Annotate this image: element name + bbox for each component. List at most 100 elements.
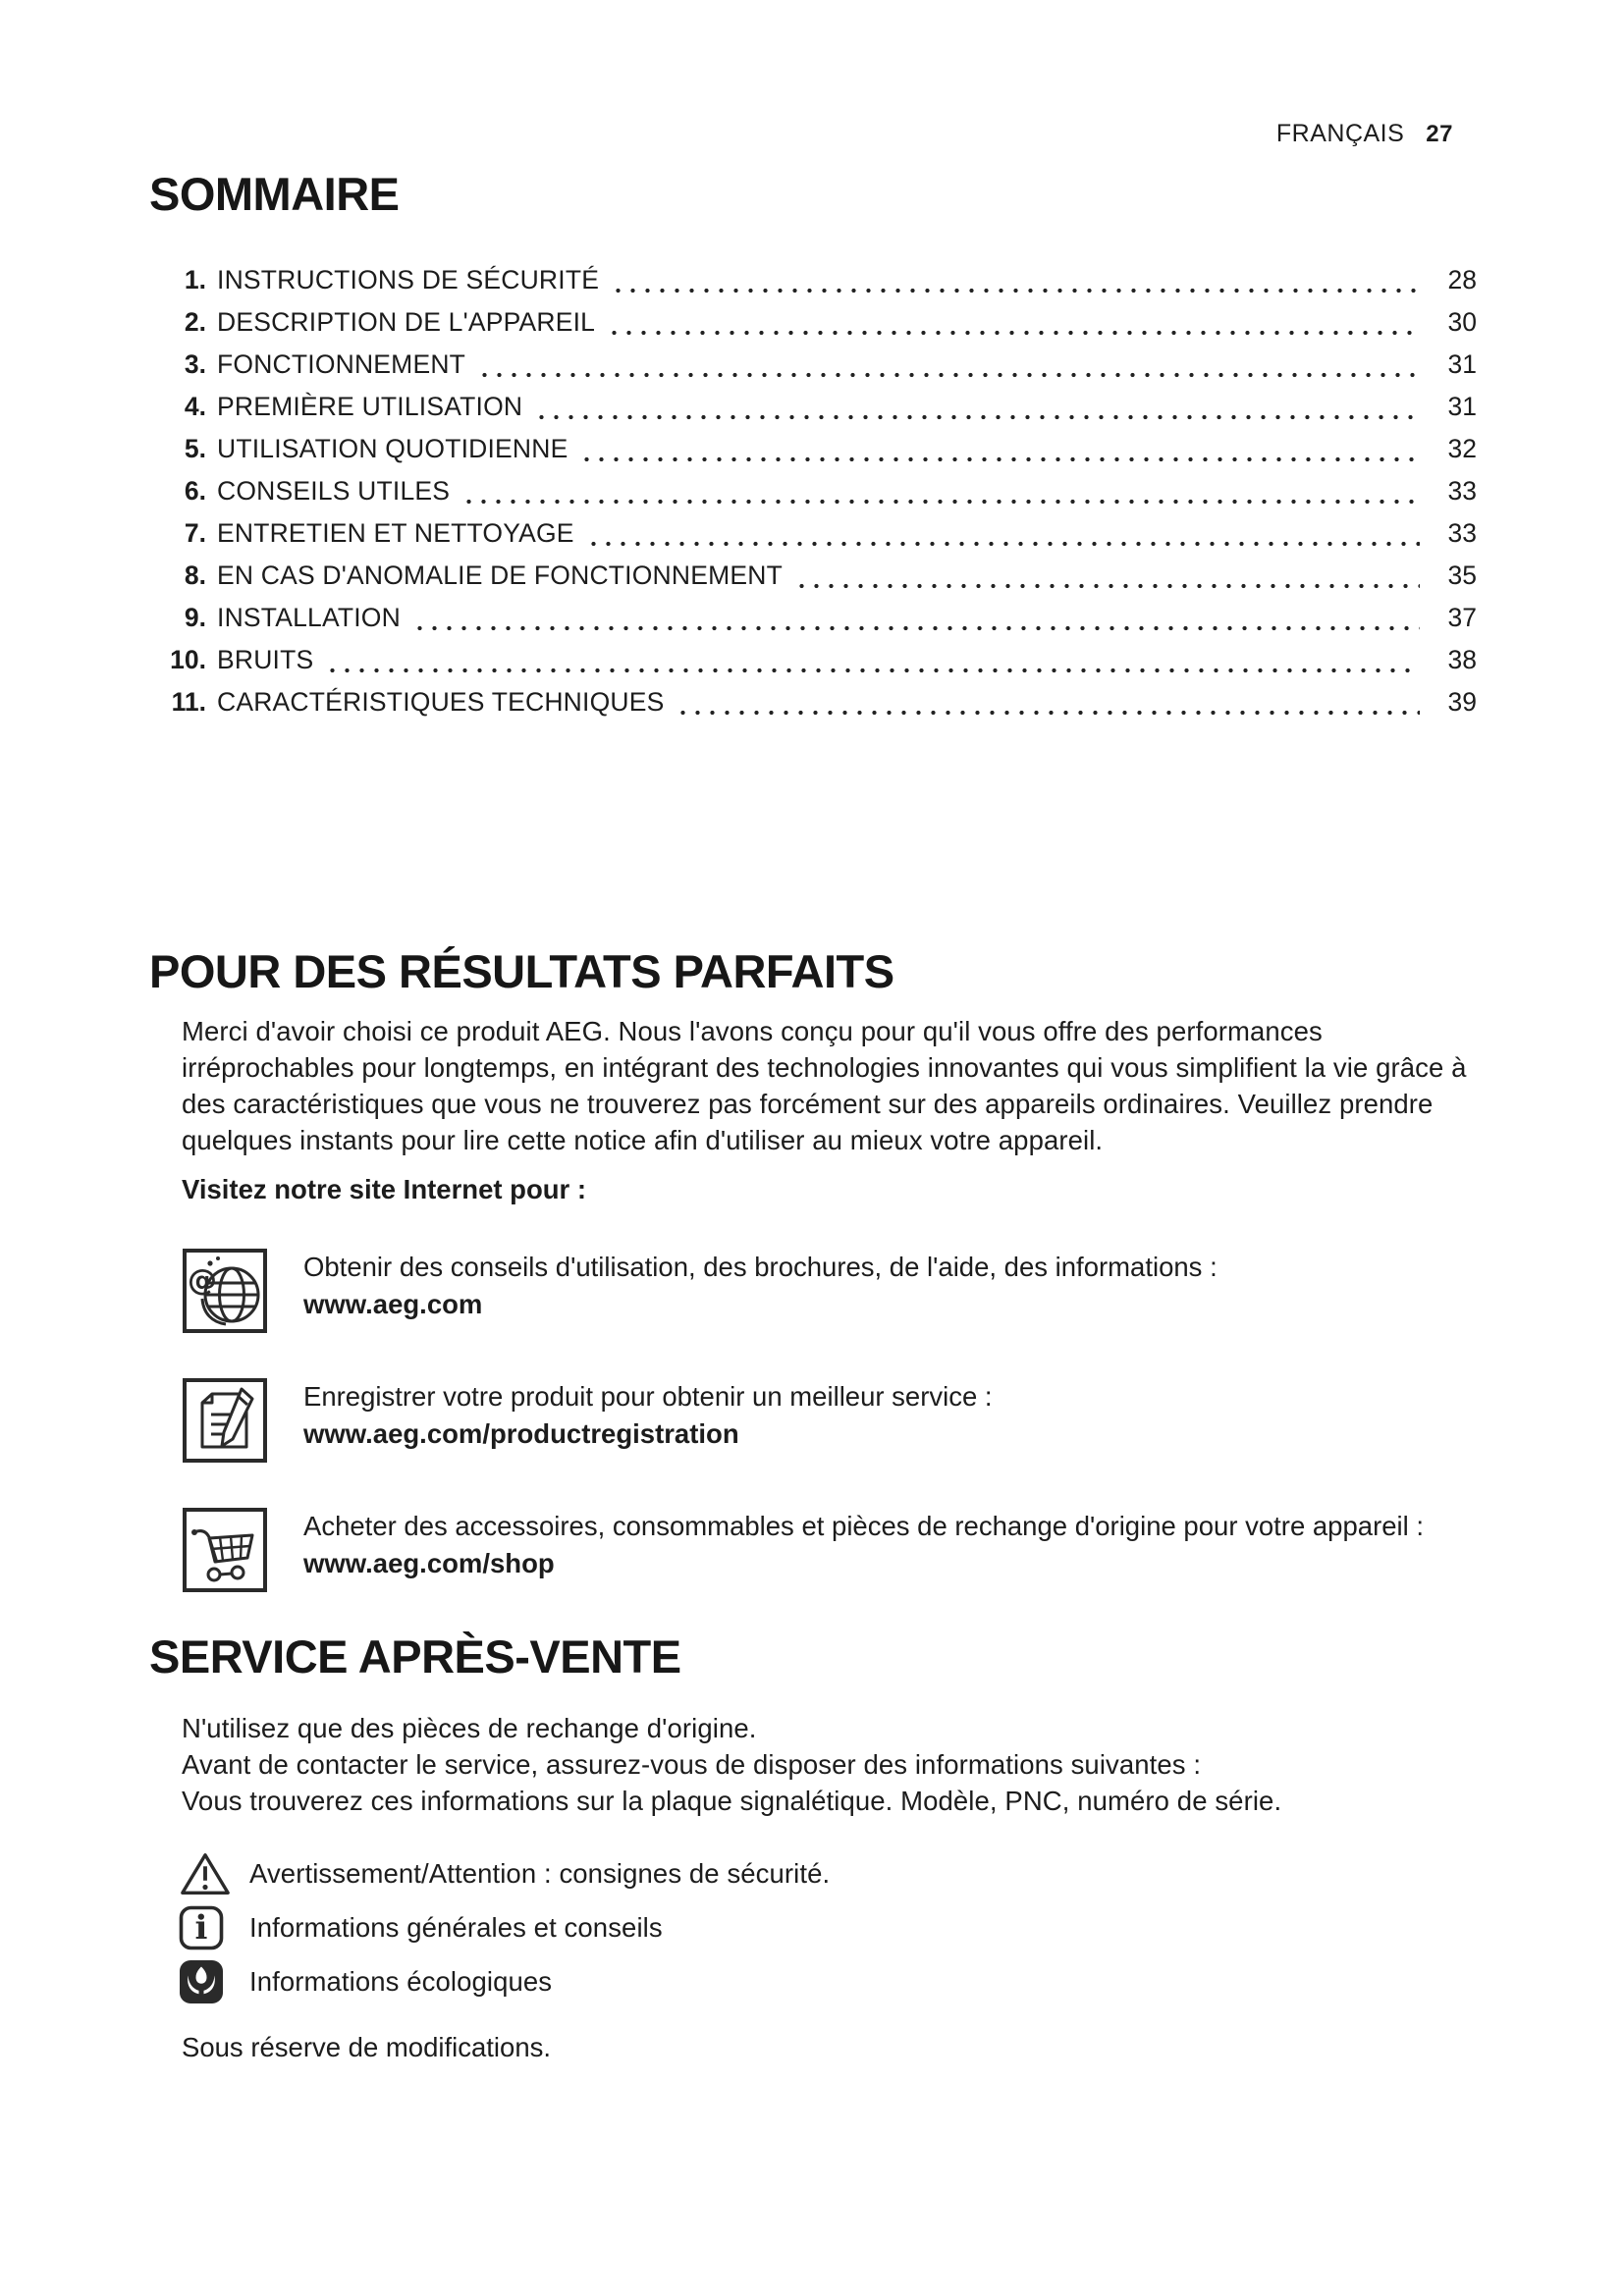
toc-title: SOMMAIRE (149, 168, 400, 220)
service-line: Vous trouverez ces informations sur la p… (182, 1786, 1282, 1816)
service-line: Avant de contacter le service, assurez-v… (182, 1749, 1202, 1780)
toc-entry-label: CARACTÉRISTIQUES TECHNIQUES (217, 687, 665, 717)
legend-note-label: Informations générales et conseils (249, 1911, 663, 1943)
dot-leader (611, 286, 1420, 294)
dot-leader (579, 454, 1420, 463)
toc-entry-number: 10. (170, 645, 206, 674)
dot-leader (325, 666, 1420, 674)
website-link-texts: Acheter des accessoires, consommables et… (303, 1507, 1424, 1593)
toc-entry-number: 5. (184, 434, 206, 463)
toc-entry-page: 31 (1447, 392, 1477, 421)
toc-entry-label: PREMIÈRE UTILISATION (217, 392, 523, 421)
legend-note-row: Avertissement/Attention : consignes de s… (179, 1846, 1485, 1900)
website-link-description: Enregistrer votre produit pour obtenir u… (303, 1381, 993, 1412)
toc-row: 2. DESCRIPTION DE L'APPAREIL 30 (149, 301, 1477, 344)
results-intro-paragraph: Merci d'avoir choisi ce produit AEG. Nou… (182, 1016, 1467, 1155)
toc-entry-page: 33 (1447, 518, 1477, 548)
toc-row: 1. INSTRUCTIONS DE SÉCURITÉ 28 (149, 259, 1477, 301)
globe-at-icon: @ (182, 1248, 268, 1334)
eco-icon (179, 1959, 249, 2004)
dot-leader (793, 581, 1420, 590)
info-icon: i (179, 1905, 249, 1950)
toc-entry-label: DESCRIPTION DE L'APPAREIL (217, 307, 596, 337)
toc-entry-number: 8. (184, 561, 206, 590)
toc-entry-label: EN CAS D'ANOMALIE DE FONCTIONNEMENT (217, 561, 783, 590)
language-label: FRANÇAIS (1275, 120, 1405, 147)
legend-note-row: i Informations générales et conseils (179, 1900, 1485, 1954)
results-title: POUR DES RÉSULTATS PARFAITS (149, 945, 894, 997)
toc-entry-number: 3. (184, 349, 206, 379)
website-link-texts: Enregistrer votre produit pour obtenir u… (303, 1377, 993, 1464)
dot-leader (411, 623, 1420, 632)
toc-entry-label: CONSEILS UTILES (217, 476, 451, 506)
shopping-cart-icon (182, 1507, 268, 1593)
toc-entry-label: ENTRETIEN ET NETTOYAGE (217, 518, 574, 548)
toc-entry-number: 9. (184, 603, 206, 632)
toc-entry-label: INSTRUCTIONS DE SÉCURITÉ (217, 265, 600, 294)
dot-leader (461, 497, 1420, 506)
toc-row: 10. BRUITS 38 (149, 639, 1477, 681)
dot-leader (585, 539, 1420, 548)
website-link-row: @ Obtenir des conseils d'utilisation, de… (182, 1248, 1485, 1334)
toc-list: 1. INSTRUCTIONS DE SÉCURITÉ 28 2. DESCRIPTI… (149, 259, 1477, 723)
toc-entry-number: 11. (171, 687, 206, 717)
website-link-url: www.aeg.com/productregistration (303, 1418, 739, 1449)
toc-section: SOMMAIRE 1. INSTRUCTIONS DE SÉCURITÉ 28 2.… (149, 167, 1477, 723)
toc-entry-page: 32 (1447, 434, 1477, 463)
website-link-row: Acheter des accessoires, consommables et… (182, 1507, 1485, 1593)
toc-row: 11. CARACTÉRISTIQUES TECHNIQUES 39 (149, 681, 1477, 723)
register-document-icon (182, 1377, 268, 1464)
toc-entry-page: 35 (1447, 561, 1477, 590)
toc-row: 9. INSTALLATION 37 (149, 597, 1477, 639)
running-header: FRANÇAIS 27 (1276, 120, 1453, 148)
toc-row: 6. CONSEILS UTILES 33 (149, 470, 1477, 512)
page-number: 27 (1426, 121, 1453, 147)
toc-row: 5. UTILISATION QUOTIDIENNE 32 (149, 428, 1477, 470)
toc-row: 8. EN CAS D'ANOMALIE DE FONCTIONNEMENT 35 (149, 555, 1477, 597)
toc-entry-label: UTILISATION QUOTIDIENNE (217, 434, 568, 463)
dot-leader (477, 370, 1420, 379)
website-link-description: Acheter des accessoires, consommables et… (303, 1511, 1425, 1541)
toc-entry-page: 30 (1447, 307, 1477, 337)
service-line: N'utilisez que des pièces de rechange d'… (182, 1713, 757, 1743)
visit-website-label: Visitez notre site Internet pour : (182, 1174, 587, 1204)
legend-notes: Avertissement/Attention : consignes de s… (179, 1846, 1485, 2008)
website-link-description: Obtenir des conseils d'utilisation, des … (303, 1252, 1218, 1282)
toc-row: 4. PREMIÈRE UTILISATION 31 (149, 386, 1477, 428)
service-lines: N'utilisez que des pièces de rechange d'… (182, 1710, 1485, 1819)
toc-entry-number: 1. (184, 265, 206, 294)
perfect-results-section: POUR DES RÉSULTATS PARFAITS Merci d'avoi… (149, 944, 1485, 1593)
toc-entry-page: 31 (1447, 349, 1477, 379)
toc-entry-page: 37 (1447, 603, 1477, 632)
website-link-url: www.aeg.com/shop (303, 1548, 555, 1578)
toc-entry-number: 2. (184, 307, 206, 337)
subject-to-change-note: Sous réserve de modifications. (182, 2032, 552, 2062)
toc-entry-label: FONCTIONNEMENT (217, 349, 466, 379)
dot-leader (607, 328, 1420, 337)
after-sales-section: SERVICE APRÈS-VENTE N'utilisez que des p… (149, 1629, 1485, 2063)
toc-entry-number: 6. (184, 476, 206, 506)
toc-row: 3. FONCTIONNEMENT 31 (149, 344, 1477, 386)
toc-entry-number: 7. (184, 518, 206, 548)
svg-text:@: @ (188, 1263, 217, 1298)
website-link-row: Enregistrer votre produit pour obtenir u… (182, 1377, 1485, 1464)
dot-leader (534, 412, 1420, 421)
dot-leader (676, 708, 1420, 717)
toc-entry-page: 28 (1447, 265, 1477, 294)
toc-entry-page: 39 (1447, 687, 1477, 717)
toc-entry-label: INSTALLATION (217, 603, 401, 632)
toc-entry-label: BRUITS (217, 645, 314, 674)
toc-entry-number: 4. (184, 392, 206, 421)
toc-row: 7. ENTRETIEN ET NETTOYAGE 33 (149, 512, 1477, 555)
toc-entry-page: 33 (1447, 476, 1477, 506)
legend-note-row: Informations écologiques (179, 1954, 1485, 2008)
legend-note-label: Avertissement/Attention : consignes de s… (249, 1857, 831, 1889)
service-title: SERVICE APRÈS-VENTE (149, 1630, 681, 1682)
website-link-texts: Obtenir des conseils d'utilisation, des … (303, 1248, 1218, 1334)
legend-note-label: Informations écologiques (249, 1965, 553, 1997)
warning-icon (179, 1849, 249, 1898)
toc-entry-page: 38 (1447, 645, 1477, 674)
svg-text:i: i (195, 1908, 208, 1948)
website-link-url: www.aeg.com (303, 1289, 483, 1319)
